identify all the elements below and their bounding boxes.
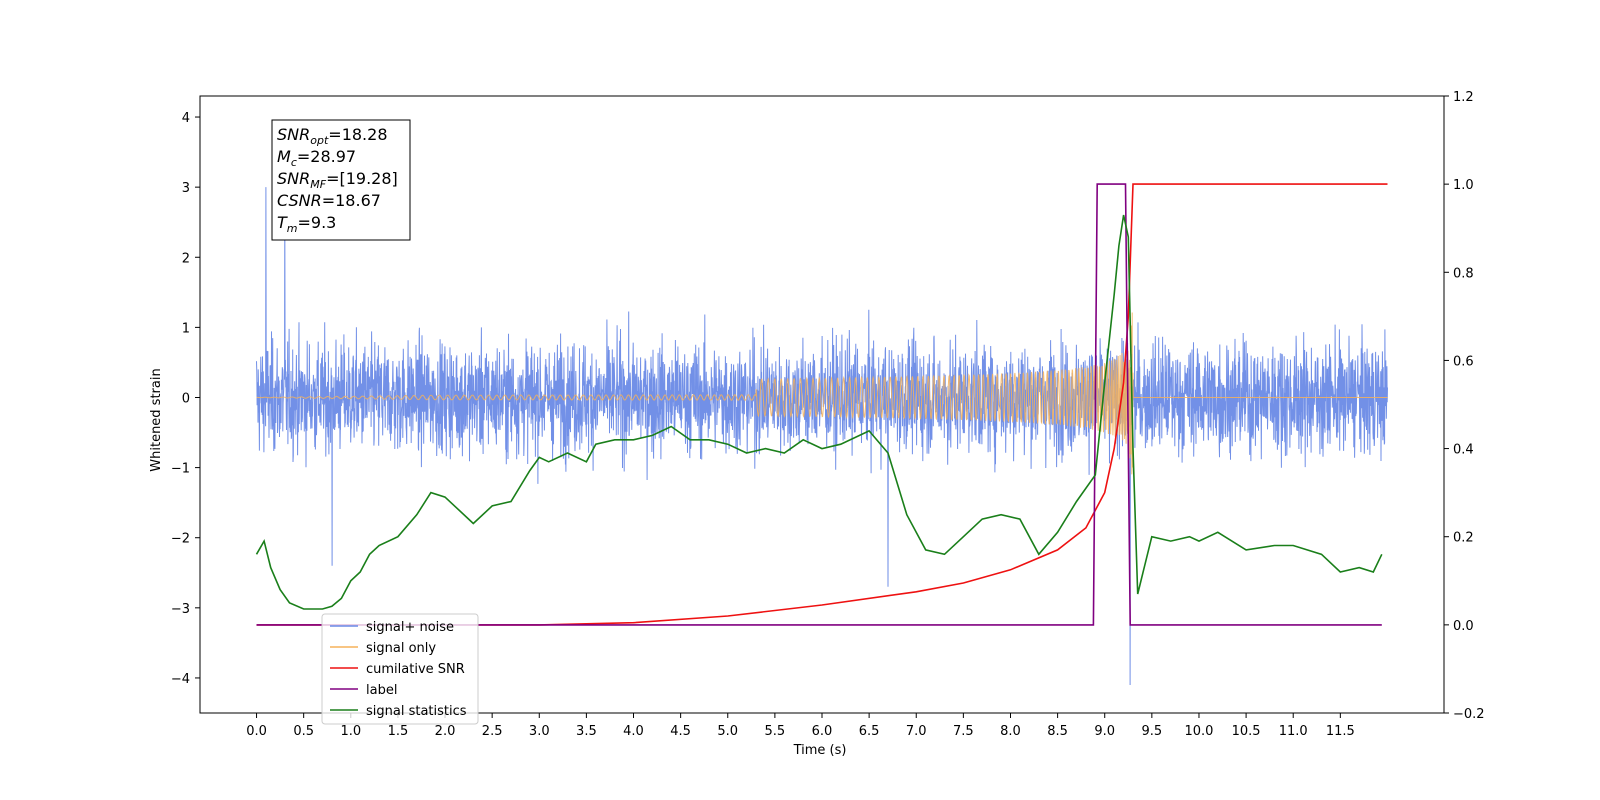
x-tick-label: 11.0 [1279,724,1308,739]
x-tick-label: 8.5 [1047,724,1068,739]
y-tick-label: 4 [182,111,190,126]
x-axis: 0.0 0.5 1.0 1.5 2.0 2.5 3.0 3.5 4.0 4.5 5.0 5.5 6.0 6… [246,713,1355,739]
x-tick-label: 0.5 [293,724,314,739]
y-axis-right: 1.2 1.0 0.8 0.6 0.4 0.2 0.0 −0.2 [1444,90,1485,722]
x-tick-label: 5.5 [765,724,786,739]
y-tick-label: −4 [171,672,190,687]
x-tick-label: 7.0 [906,724,927,739]
y-tick-label: −1 [171,462,190,477]
info-box: SNRopt=18.28Mc=28.97SNRMF=[19.28]CSNR=18… [271,119,411,241]
legend-label: label [366,683,397,698]
y2-tick-label: 0.6 [1453,354,1474,369]
x-tick-label: 8.0 [1000,724,1021,739]
x-tick-label: 4.0 [623,724,644,739]
y-tick-label: 1 [182,321,190,336]
y-tick-label: 2 [182,251,190,266]
y2-tick-label: 1.2 [1453,90,1474,105]
legend-frame [321,613,479,725]
legend-label: signal+ noise [366,620,454,635]
info-box-frame [271,119,411,241]
series-line-label [256,183,1382,626]
series-line-signal-statistics [255,214,1383,610]
x-tick-label: 3.0 [529,724,550,739]
x-tick-label: 1.0 [340,724,361,739]
info-row: SNRMF=[19.28] [277,169,398,191]
info-row: Tm=9.3 [277,213,336,235]
series-line-signal-only [256,312,1388,475]
y2-tick-label: 0.0 [1453,619,1474,634]
x-tick-label: 0.0 [246,724,267,739]
legend-label: cumilative SNR [366,662,465,677]
y-axis-left: 4 3 2 1 0 −1 −2 −3 −4 [171,111,200,687]
x-tick-label: 3.5 [576,724,597,739]
series-layer [255,183,1388,686]
y2-tick-label: 1.0 [1453,178,1474,193]
x-tick-label: 4.5 [670,724,691,739]
x-tick-label: 1.5 [388,724,409,739]
x-tick-label: 2.5 [482,724,503,739]
y-tick-label: −3 [171,602,190,617]
x-tick-label: 10.5 [1232,724,1261,739]
x-tick-label: 2.0 [435,724,456,739]
info-row: SNRopt=18.28 [277,125,388,147]
y2-tick-label: 0.2 [1453,531,1474,546]
x-tick-label: 6.5 [859,724,880,739]
y-tick-label: 0 [182,391,190,406]
x-tick-label: 9.0 [1094,724,1115,739]
x-axis-label: Time (s) [793,743,847,758]
y-tick-label: −2 [171,532,190,547]
info-row: CSNR=18.67 [277,191,381,210]
y-axis-label: Whitened strain [149,368,164,471]
y2-tick-label: 0.8 [1453,266,1474,281]
x-tick-label: 7.5 [953,724,974,739]
y2-tick-label: −0.2 [1453,707,1485,722]
x-tick-label: 9.5 [1142,724,1163,739]
x-tick-label: 11.5 [1326,724,1355,739]
x-tick-label: 5.0 [717,724,738,739]
legend: signal+ noise signal only cumilative SNR la… [321,613,479,725]
y2-tick-label: 0.4 [1453,443,1474,458]
y-tick-label: 3 [182,181,190,196]
legend-label: signal only [366,641,436,656]
legend-label: signal statistics [366,704,467,719]
info-row: Mc=28.97 [277,147,356,169]
x-tick-label: 10.0 [1184,724,1213,739]
x-tick-label: 6.0 [812,724,833,739]
